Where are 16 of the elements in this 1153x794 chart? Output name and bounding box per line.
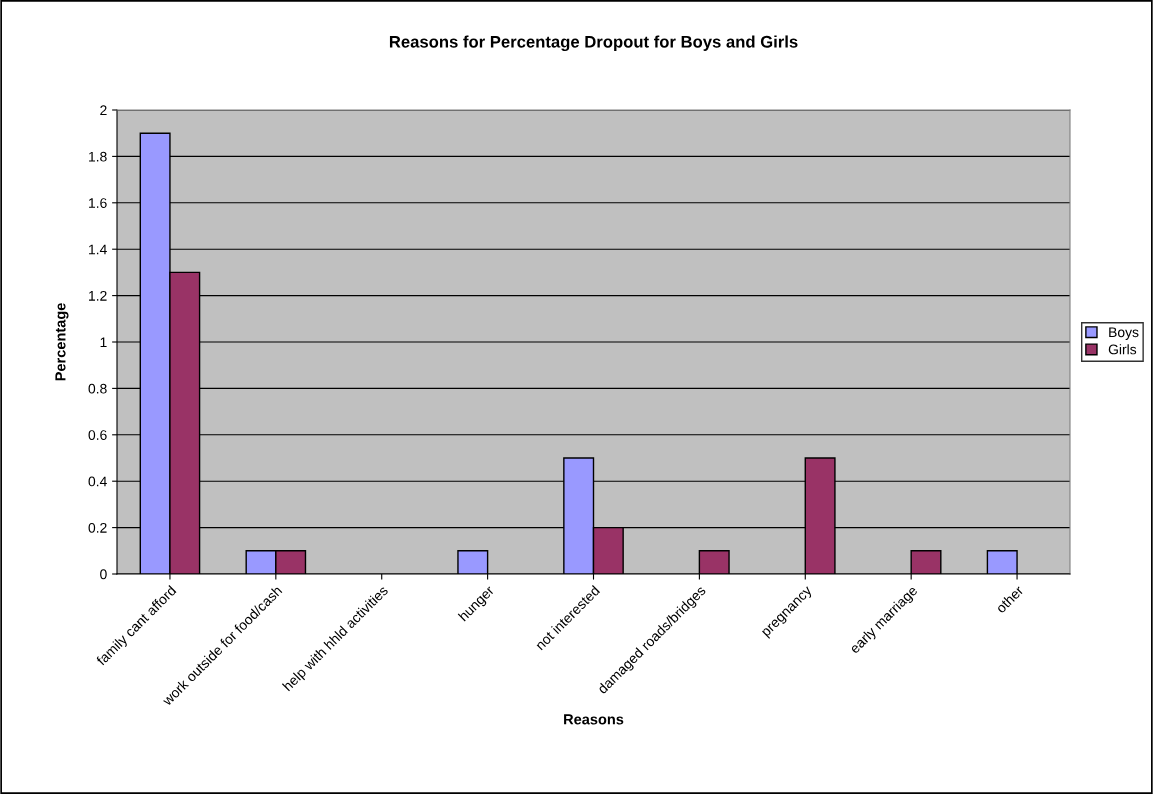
y-tick-label: 1.2 xyxy=(89,290,107,301)
legend-label: Boys xyxy=(1109,327,1139,340)
y-tick-label: 0.8 xyxy=(88,383,107,394)
y-tick-label: 0.6 xyxy=(88,430,107,440)
y-tick-label: 1.8 xyxy=(89,151,107,162)
x-axis-title: Reasons xyxy=(564,714,624,725)
y-tick-label: 1 xyxy=(100,337,107,348)
y-axis-title: Percentage xyxy=(55,303,69,381)
y-tick-label: 0.4 xyxy=(88,476,107,487)
y-tick-label: 1.6 xyxy=(89,198,107,208)
y-tick-label: 0.2 xyxy=(88,522,107,533)
legend-label: Girls xyxy=(1108,344,1137,355)
y-tick-label: 1.4 xyxy=(89,244,107,255)
chart-title: Reasons for Percentage Dropout for Boys and Girls xyxy=(389,35,798,52)
y-tick-label: 0 xyxy=(100,569,107,580)
y-tick-label: 2 xyxy=(100,105,107,116)
